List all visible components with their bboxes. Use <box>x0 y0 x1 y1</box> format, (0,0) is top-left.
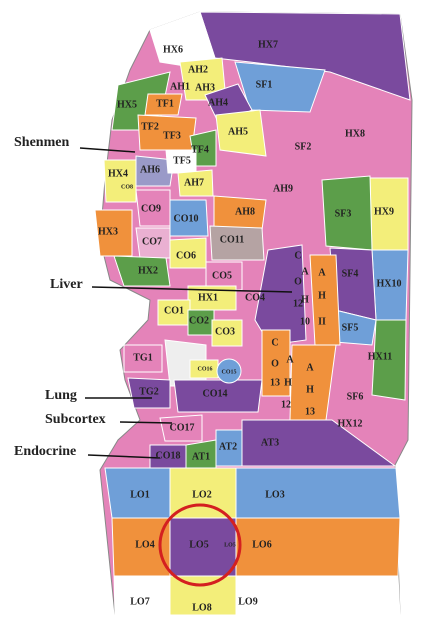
region-label: HX2 <box>138 265 158 276</box>
region-label: AT3 <box>261 437 279 448</box>
region-label: LO6 <box>252 539 271 550</box>
region-label: CO7 <box>142 236 162 247</box>
region-label: TG1 <box>133 352 152 363</box>
region-label: CO14 <box>203 388 228 399</box>
region-label: HX11 <box>368 351 392 362</box>
region-label: LO5 <box>224 542 236 548</box>
region-label: 13 <box>270 377 280 388</box>
ear-region <box>236 576 400 615</box>
region-label: H <box>301 294 309 305</box>
region-label: CO16 <box>198 366 213 372</box>
region-label: AH4 <box>208 97 228 108</box>
region-label: CO11 <box>220 234 244 245</box>
ear-regions <box>95 12 412 615</box>
region-label: HX7 <box>258 39 278 50</box>
region-label: LO2 <box>192 489 211 500</box>
region-label: TF2 <box>141 121 159 132</box>
region-label: HX10 <box>377 278 402 289</box>
region-label: A <box>286 354 294 365</box>
region-label: C <box>294 250 301 261</box>
region-label: CO2 <box>189 315 209 326</box>
region-label: CO5 <box>212 270 232 281</box>
region-label: 13 <box>305 406 315 417</box>
region-label: TF3 <box>163 130 181 141</box>
region-label: LO5 <box>189 539 208 550</box>
region-label: HX5 <box>117 99 137 110</box>
ear-map: Shenmen Liver Lung Subcortex Endocrine H… <box>0 0 433 620</box>
region-label: O <box>271 358 279 369</box>
region-label: AH8 <box>235 206 255 217</box>
region-label: AT1 <box>192 451 210 462</box>
callout-label: Liver <box>50 277 83 292</box>
region-label: SF3 <box>335 208 352 219</box>
region-label: 10 <box>300 316 310 327</box>
region-label: AT2 <box>219 441 237 452</box>
region-label: A <box>301 266 309 277</box>
region-label: TF1 <box>156 98 174 109</box>
region-label: A <box>318 267 326 278</box>
region-label: LO7 <box>130 596 149 607</box>
region-label: CO3 <box>215 326 235 337</box>
ear-region <box>236 468 400 518</box>
region-label: H <box>306 384 314 395</box>
region-label: LO8 <box>192 602 211 613</box>
region-label: 12 <box>281 399 291 410</box>
region-label: CO18 <box>156 450 181 461</box>
region-label: LO4 <box>135 539 154 550</box>
region-label: AH1 <box>170 81 190 92</box>
region-label: SF1 <box>256 79 273 90</box>
region-label: AH6 <box>140 164 160 175</box>
region-label: SF4 <box>342 268 359 279</box>
region-label: H <box>284 377 292 388</box>
region-label: SF6 <box>347 391 364 402</box>
callout-label: Shenmen <box>14 135 69 150</box>
region-label: HX6 <box>163 44 183 55</box>
region-label: CO1 <box>164 305 184 316</box>
region-label: AH3 <box>195 82 215 93</box>
region-label: HX9 <box>374 206 394 217</box>
region-label: TF5 <box>173 155 191 166</box>
region-label: AH2 <box>188 64 208 75</box>
region-label: AH5 <box>228 126 248 137</box>
region-label: A <box>306 362 314 373</box>
region-label: HX4 <box>108 168 128 179</box>
ear-region <box>104 160 136 202</box>
region-label: CO10 <box>174 213 199 224</box>
region-label: CO8 <box>121 184 133 190</box>
region-label: LO3 <box>265 489 284 500</box>
region-label: AH9 <box>273 183 293 194</box>
region-label: CO17 <box>170 422 195 433</box>
region-label: CO9 <box>141 203 161 214</box>
region-label: SF5 <box>342 322 359 333</box>
callout-label: Lung <box>45 388 77 403</box>
callout-line <box>120 422 172 423</box>
region-label: O <box>294 276 302 287</box>
region-label: HX12 <box>338 418 363 429</box>
callout-label: Subcortex <box>45 412 106 427</box>
region-label: TF4 <box>191 144 209 155</box>
region-label: LO1 <box>130 489 149 500</box>
region-label: II <box>318 316 326 327</box>
region-label: HX1 <box>198 292 218 303</box>
region-label: CO6 <box>176 250 196 261</box>
region-label: H <box>318 290 326 301</box>
callout-label: Endocrine <box>14 444 76 459</box>
region-label: TG2 <box>139 386 158 397</box>
region-label: LO9 <box>238 596 257 607</box>
region-label: AH7 <box>184 177 204 188</box>
region-label: HX8 <box>345 128 365 139</box>
region-label: C <box>271 337 278 348</box>
region-label: SF2 <box>295 141 312 152</box>
region-label: CO15 <box>222 369 237 375</box>
region-label: CO4 <box>245 292 265 303</box>
region-label: HX3 <box>98 226 118 237</box>
